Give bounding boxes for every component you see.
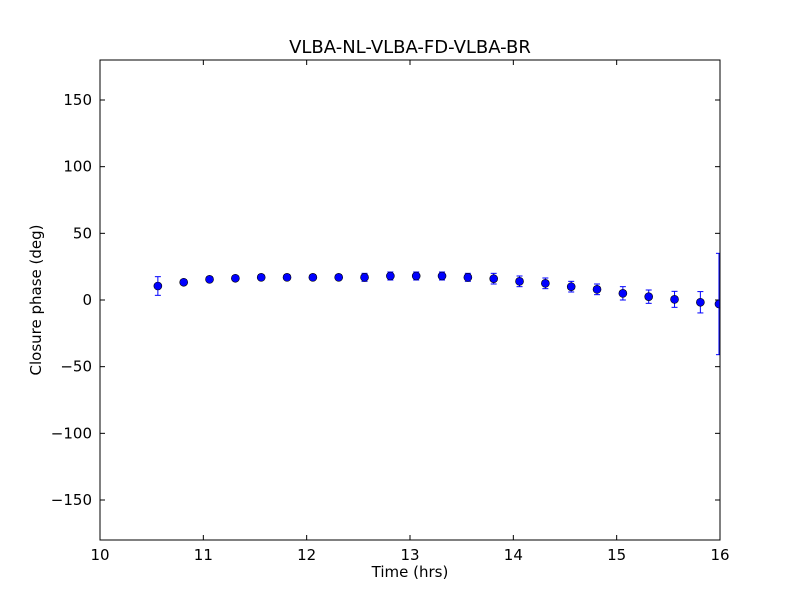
x-tick-label: 16: [710, 546, 729, 564]
axes-frame: [99, 59, 721, 541]
data-point: [282, 273, 292, 282]
y-tick-label: 50: [73, 224, 92, 242]
data-point: [360, 273, 369, 282]
data-point: [411, 271, 421, 281]
data-point: [179, 277, 188, 287]
data-point: [541, 279, 550, 288]
x-tick-label: 13: [400, 546, 419, 564]
data-point: [515, 277, 524, 286]
y-tick-label: 100: [63, 158, 92, 176]
data-point: [592, 285, 602, 294]
data-point: [437, 271, 447, 281]
x-axis-label: Time (hrs): [371, 563, 449, 581]
x-tick-label: 14: [504, 546, 523, 564]
data-point: [714, 299, 720, 309]
x-tick-label: 10: [90, 546, 109, 564]
data-point: [463, 273, 473, 282]
chart-title: VLBA-NL-VLBA-FD-VLBA-BR: [289, 37, 531, 58]
y-axis-label: Closure phase (deg): [27, 225, 45, 376]
data-point: [489, 274, 499, 283]
axis-ticks: 10 11 12 13 14 15 16 −150 −100 −50 0 50 100 150: [51, 60, 730, 564]
data-point: [256, 273, 266, 282]
x-tick-label: 12: [297, 546, 316, 564]
y-tick-label: −150: [51, 491, 92, 509]
x-tick-label: 15: [607, 546, 626, 564]
data-point: [566, 282, 576, 291]
data-point: [618, 289, 628, 298]
data-point: [231, 273, 240, 283]
x-tick-label: 11: [194, 546, 213, 564]
data-points: [153, 252, 720, 356]
y-tick-label: −50: [60, 358, 92, 376]
data-point: [670, 295, 679, 304]
data-point: [386, 271, 395, 281]
data-point: [205, 275, 214, 284]
y-tick-label: 150: [63, 91, 92, 109]
data-point: [308, 273, 318, 282]
y-tick-label: 0: [82, 291, 92, 309]
y-tick-label: −100: [51, 424, 92, 442]
data-point: [644, 292, 654, 301]
data-point: [696, 297, 705, 307]
data-point: [334, 273, 344, 282]
data-point: [153, 281, 163, 291]
plot-area: [100, 60, 720, 540]
